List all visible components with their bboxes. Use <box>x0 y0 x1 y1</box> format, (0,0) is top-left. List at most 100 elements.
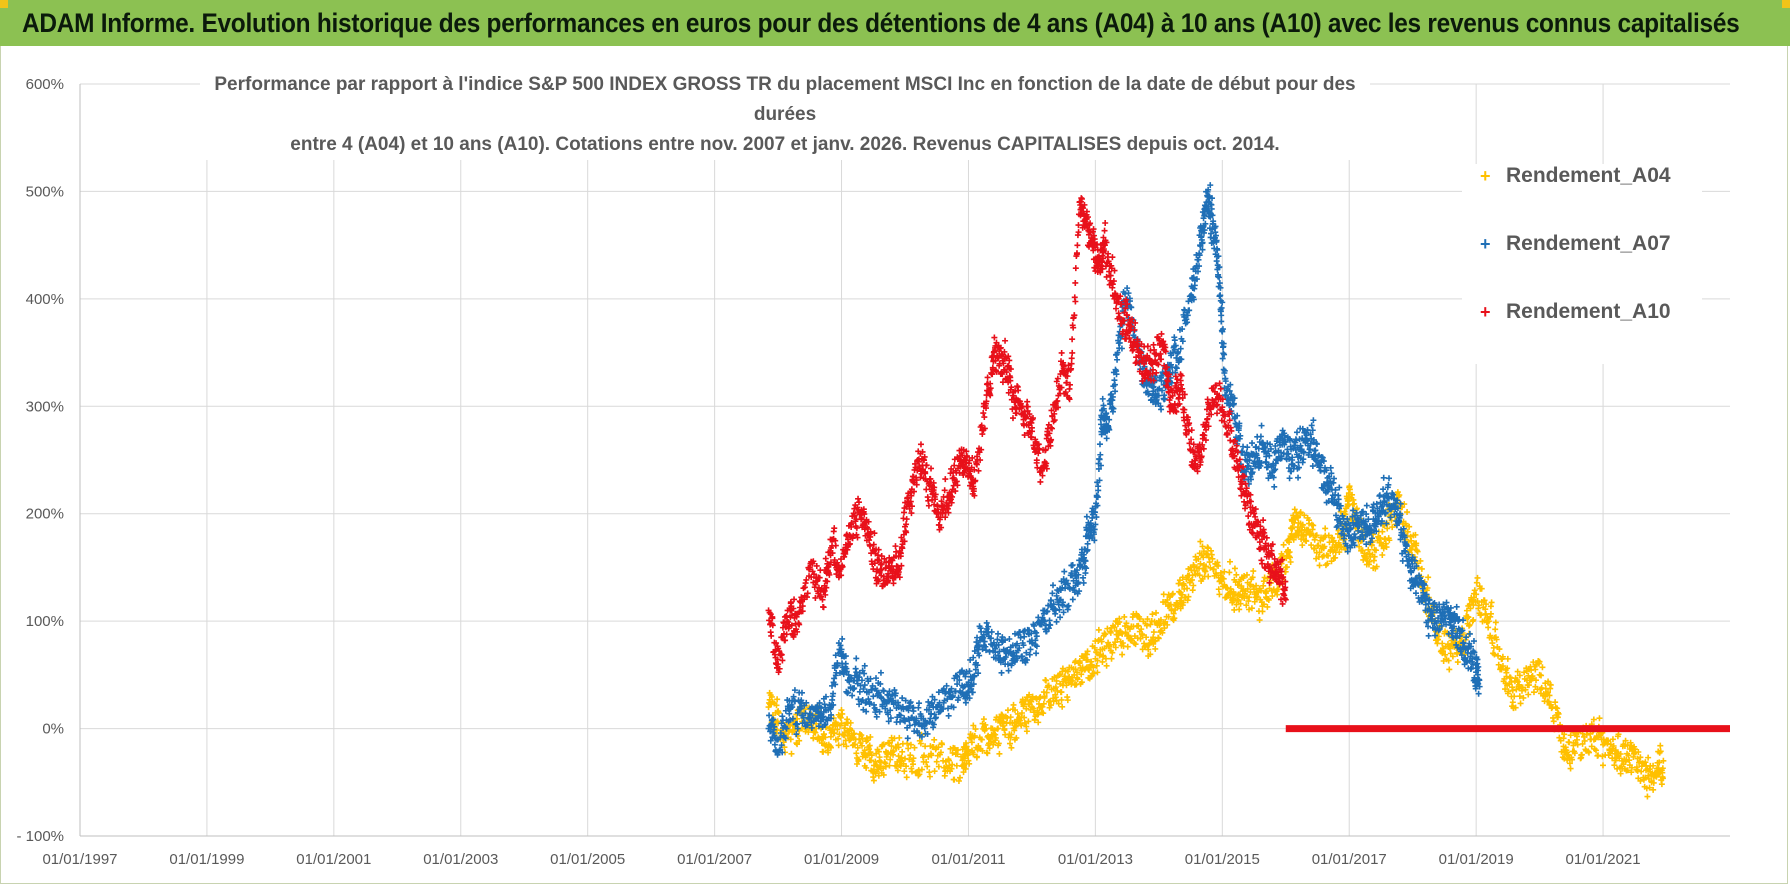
data-point <box>1090 664 1097 671</box>
data-point <box>1116 615 1123 622</box>
data-point <box>899 545 906 552</box>
data-point <box>1010 701 1017 708</box>
data-point <box>1179 338 1186 345</box>
data-point <box>907 498 914 505</box>
data-point <box>875 689 882 696</box>
data-point <box>1380 486 1387 493</box>
data-point <box>793 731 800 738</box>
data-point <box>1363 502 1370 509</box>
data-point <box>1026 627 1033 634</box>
data-point <box>1221 568 1228 575</box>
data-point <box>1545 678 1552 685</box>
data-point <box>1059 599 1066 606</box>
data-point <box>861 682 868 689</box>
data-point <box>1161 395 1168 402</box>
data-point <box>1438 622 1445 629</box>
data-point <box>829 682 836 689</box>
data-point <box>1378 503 1385 510</box>
data-point <box>931 768 938 775</box>
data-point <box>829 550 836 557</box>
series-Rendement_A04 <box>765 483 1667 800</box>
data-point <box>1433 619 1440 626</box>
data-point <box>1258 587 1265 594</box>
data-point <box>1215 586 1222 593</box>
data-point <box>1316 562 1323 569</box>
data-point <box>882 705 889 712</box>
data-point <box>1474 574 1481 581</box>
data-point <box>854 744 861 751</box>
data-point <box>1117 293 1124 300</box>
data-point <box>1046 430 1053 437</box>
data-point <box>1132 641 1139 648</box>
data-point <box>1489 640 1496 647</box>
data-point <box>1177 345 1184 352</box>
data-point <box>1103 273 1110 280</box>
data-point <box>1090 670 1097 677</box>
data-point <box>1307 446 1314 453</box>
data-point <box>903 529 910 536</box>
data-point <box>1453 603 1460 610</box>
data-point <box>1397 510 1403 517</box>
data-point <box>896 574 903 581</box>
data-point <box>968 479 975 486</box>
data-point <box>1104 413 1111 420</box>
data-point <box>983 398 990 405</box>
data-point <box>1474 597 1481 604</box>
data-point <box>966 668 973 675</box>
data-point <box>1100 255 1107 262</box>
y-tick-label: 600% <box>26 76 64 93</box>
data-point <box>1008 731 1015 738</box>
data-point <box>1339 512 1346 519</box>
data-point <box>898 754 905 761</box>
x-tick-label: 01/01/2017 <box>1312 851 1387 868</box>
data-point <box>923 759 930 766</box>
data-point <box>1349 491 1356 498</box>
data-point <box>1320 458 1327 465</box>
data-point <box>1593 747 1600 754</box>
data-point <box>776 665 783 672</box>
data-point <box>769 622 776 629</box>
data-point <box>1219 326 1226 333</box>
data-point <box>1425 632 1432 639</box>
data-point <box>1344 542 1351 549</box>
data-point <box>1567 765 1574 772</box>
data-point <box>1256 617 1263 624</box>
data-point <box>1110 405 1117 412</box>
y-tick-label: 0% <box>42 721 64 738</box>
data-point <box>967 656 974 663</box>
data-point <box>970 751 977 758</box>
data-point <box>1286 455 1293 462</box>
data-point <box>1095 487 1102 494</box>
data-point <box>968 677 975 684</box>
data-point <box>899 748 906 755</box>
data-point <box>1162 348 1169 355</box>
data-point <box>938 498 945 505</box>
data-point <box>1207 182 1214 189</box>
data-point <box>1120 317 1127 324</box>
y-tick-label: 300% <box>26 398 64 415</box>
data-point <box>1004 707 1011 714</box>
data-point <box>1094 494 1101 501</box>
data-point <box>1068 360 1075 367</box>
data-point <box>865 518 872 525</box>
data-point <box>1061 568 1068 575</box>
data-point <box>831 675 838 682</box>
data-point <box>1164 378 1171 385</box>
data-point <box>788 750 795 757</box>
data-point <box>943 682 950 689</box>
data-point <box>1578 751 1585 758</box>
data-point <box>923 462 930 469</box>
data-point <box>951 776 958 783</box>
data-point <box>1516 672 1523 679</box>
data-point <box>1191 282 1198 289</box>
data-point <box>1327 464 1334 471</box>
data-point <box>1139 632 1146 639</box>
data-point <box>1483 601 1490 608</box>
data-point <box>1222 378 1229 385</box>
data-point <box>1552 699 1559 706</box>
data-point <box>1043 677 1050 684</box>
data-point <box>822 734 829 741</box>
data-point <box>1091 537 1098 544</box>
data-point <box>952 488 959 495</box>
data-point <box>861 662 868 669</box>
